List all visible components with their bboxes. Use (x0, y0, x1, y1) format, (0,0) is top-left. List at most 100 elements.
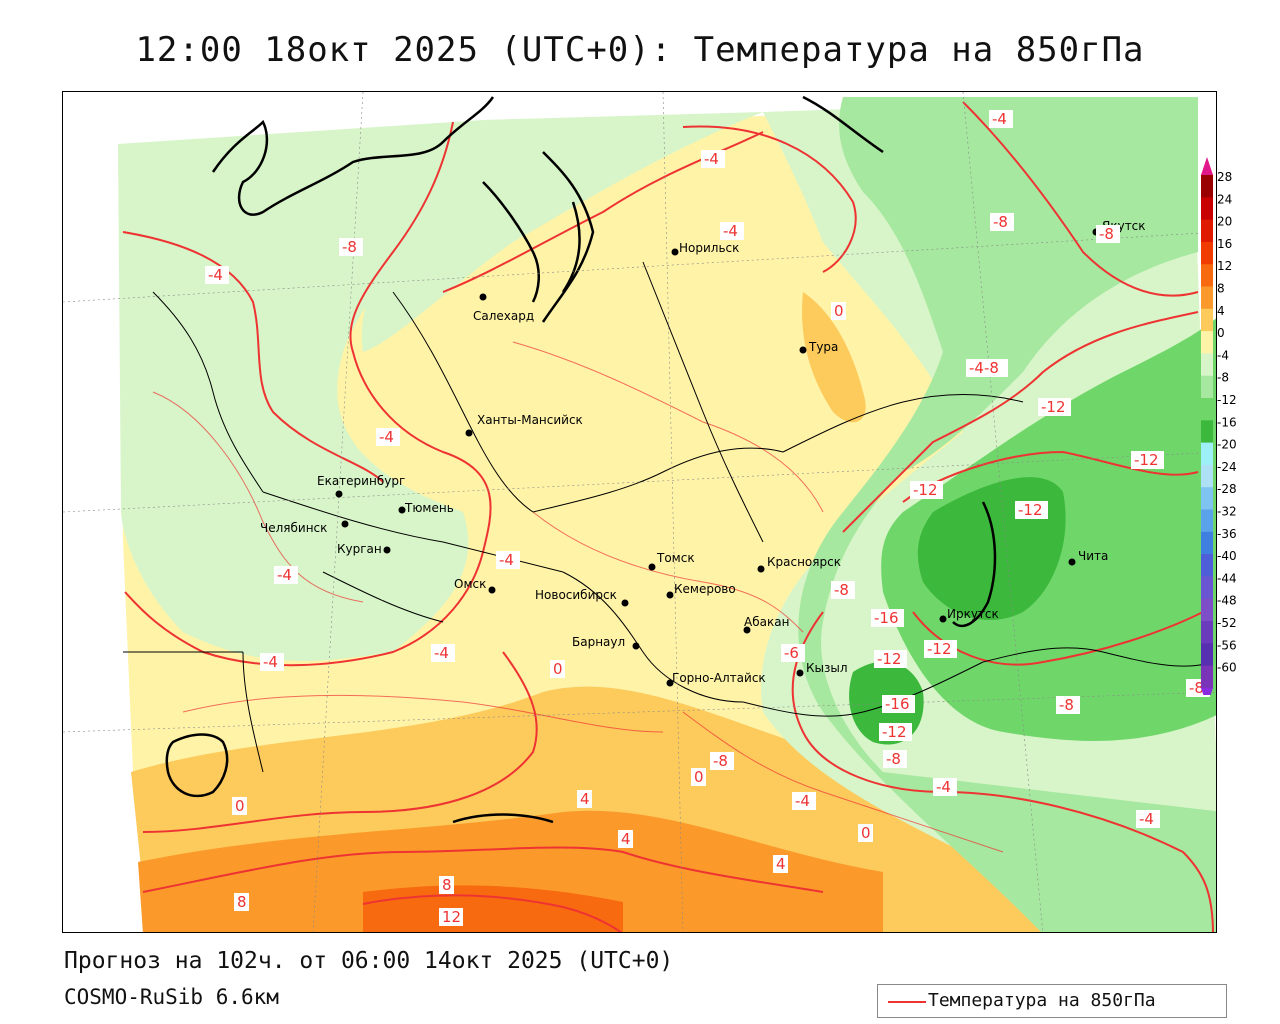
legend-label: Температура на 850гПа (928, 990, 1156, 1011)
isotherm-label-bg (691, 768, 706, 786)
isotherm-label: -12 (913, 481, 938, 499)
city-label: Курган (337, 542, 382, 556)
isotherm-label-bg (933, 778, 957, 796)
colorbar-segment (1201, 598, 1213, 622)
colorbar-tick-label: -8 (1217, 371, 1229, 385)
city-marker[interactable] (743, 626, 751, 634)
colorbar-segment (1201, 197, 1213, 221)
city-marker[interactable] (632, 642, 640, 650)
city-marker[interactable] (796, 669, 804, 677)
isotherm-label: -8 (834, 581, 849, 599)
city-marker[interactable] (1068, 558, 1076, 566)
city-label: Чита (1078, 549, 1108, 563)
isotherm-label: 0 (694, 768, 704, 786)
city-marker[interactable] (335, 490, 343, 498)
isotherm-label-bg (496, 551, 520, 569)
city-marker[interactable] (671, 248, 679, 256)
city-marker[interactable] (799, 346, 807, 354)
isotherm-label-bg (773, 855, 788, 873)
model-name: COSMO-RuSib 6.6км (64, 985, 279, 1009)
isotherm-label: -8 (993, 213, 1008, 231)
isotherm-label: 0 (235, 797, 245, 815)
isotherm-label-bg (339, 238, 363, 256)
city-marker[interactable] (488, 586, 496, 594)
isotherm-label: 4 (580, 790, 590, 808)
isotherm-label-bg (1038, 398, 1071, 416)
city-marker[interactable] (666, 679, 674, 687)
isotherm-label-bg (720, 222, 744, 240)
colorbar-segment (1201, 621, 1213, 644)
isotherm-label: -4 (795, 792, 810, 810)
colorbar-tick-label: -56 (1217, 638, 1237, 652)
city-marker[interactable] (398, 506, 406, 514)
isotherm-label: -4 (723, 222, 738, 240)
isotherm-label: 0 (834, 302, 844, 320)
isotherm-label: -4-8 (969, 359, 999, 377)
isotherm-label: 0 (553, 660, 563, 678)
city-marker[interactable] (383, 546, 391, 554)
isotherm-label-bg (989, 110, 1013, 128)
colorbar-segment (1201, 241, 1213, 265)
isotherm-label-bg (990, 213, 1014, 231)
colorbar-segment (1201, 420, 1213, 444)
colorbar-segment (1201, 576, 1213, 600)
isotherm-label: -4 (208, 266, 223, 284)
colorbar-tick-label: 20 (1217, 215, 1232, 229)
colorbar-segment (1201, 264, 1213, 287)
city-label: Томск (656, 551, 695, 565)
colorbar-tick-label: 28 (1217, 170, 1232, 184)
isotherm-label-bg (924, 640, 957, 658)
colorbar-segment (1201, 219, 1213, 243)
colorbar-tick-label: -40 (1217, 549, 1237, 563)
colorbar-tick-label: -52 (1217, 616, 1237, 630)
colorbar-segment (1201, 353, 1213, 377)
city-marker[interactable] (666, 591, 674, 599)
isotherm-label: 12 (442, 908, 461, 926)
isotherm-label-bg (874, 650, 907, 668)
city-marker[interactable] (939, 615, 947, 623)
isotherm-label-bg (910, 481, 943, 499)
isotherm-label-bg (1131, 451, 1164, 469)
colorbar-tick-label: -24 (1217, 460, 1237, 474)
isotherm-label-bg (439, 908, 463, 926)
graticule (63, 92, 1216, 932)
city-label: Кызыл (806, 661, 848, 675)
isotherm-label-bg (205, 266, 229, 284)
isotherm-label: -4 (704, 150, 719, 168)
city-label: Абакан (744, 615, 789, 629)
colorbar-bottom-arrow (1201, 687, 1213, 695)
city-label: Тюмень (404, 501, 454, 515)
colorbar-segment (1201, 286, 1213, 310)
colorbar-tick-label: -36 (1217, 527, 1237, 541)
city-marker[interactable] (757, 565, 765, 573)
isotherm-label-bg (831, 302, 846, 320)
colorbar-tick-label: -20 (1217, 438, 1237, 452)
city-marker[interactable] (621, 599, 629, 607)
isotherm-label: -16 (885, 695, 910, 713)
colorbar-tick-label: 24 (1217, 192, 1232, 206)
city-marker[interactable] (479, 293, 487, 301)
colorbar-segment (1201, 643, 1213, 667)
colorbar-tick-label: -12 (1217, 393, 1237, 407)
city-label: Ханты-Мансийск (477, 413, 583, 427)
city-marker[interactable] (648, 563, 656, 571)
isotherm-label-bg (882, 695, 915, 713)
isotherm-label-bg (879, 723, 912, 741)
isotherm-label: 8 (442, 876, 452, 894)
colorbar-tick-label: -32 (1217, 505, 1237, 519)
colorbar-tick-label: -4 (1217, 348, 1229, 362)
colorbar-segment (1201, 487, 1213, 510)
isotherm-label: -8 (1059, 696, 1074, 714)
colorbar-tick-label: -44 (1217, 571, 1237, 585)
city-marker[interactable] (465, 429, 473, 437)
colorbar-segment (1201, 554, 1213, 577)
isotherm-label-bg (966, 359, 1008, 377)
isotherm-label: -12 (1134, 451, 1159, 469)
weather-map[interactable]: Салехард Норильск Тура Якутск Ханты-Мансийск… (62, 91, 1217, 933)
isotherm-label: -8 (713, 752, 728, 770)
colorbar-tick-label: -60 (1217, 661, 1237, 675)
isotherm-label: -4 (992, 110, 1007, 128)
colorbar-segment (1201, 398, 1213, 421)
city-marker[interactable] (341, 520, 349, 528)
isotherm-label: -12 (882, 723, 907, 741)
